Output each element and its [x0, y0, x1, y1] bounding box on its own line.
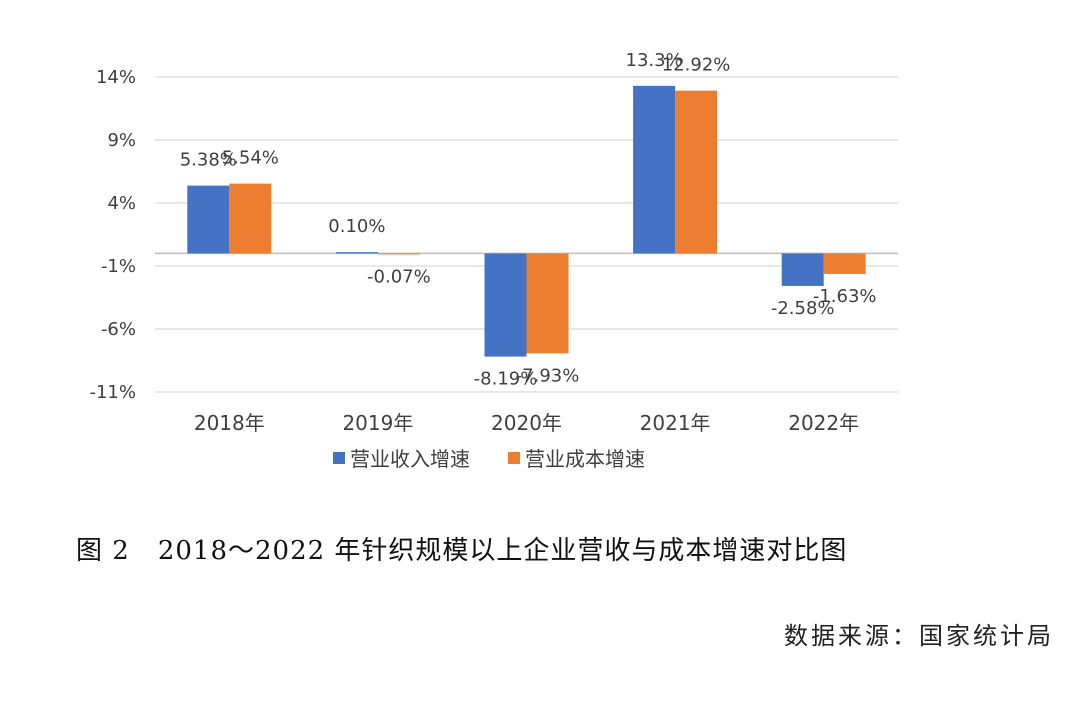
- bar-cost: [229, 183, 272, 254]
- data-label: -1.63%: [813, 286, 877, 307]
- x-tick-label: 2018年: [194, 411, 265, 435]
- bar-revenue: [781, 253, 824, 286]
- bar-revenue: [335, 252, 378, 254]
- bar-revenue: [633, 85, 676, 254]
- x-tick-label: 2022年: [788, 411, 859, 435]
- data-label: 13.3%: [626, 50, 683, 71]
- bar-revenue: [187, 185, 230, 254]
- y-tick-label: 14%: [96, 67, 136, 88]
- data-label: 5.38%: [180, 150, 237, 171]
- x-tick-label: 2020年: [491, 411, 562, 435]
- y-tick-label: 4%: [107, 193, 136, 214]
- y-tick-label: 9%: [107, 130, 136, 151]
- data-label: -8.19%: [474, 369, 538, 390]
- x-tick-label: 2019年: [342, 411, 413, 435]
- figure-title: 2018～2022 年针织规模以上企业营收与成本增速对比图: [157, 536, 848, 566]
- bar-cost: [526, 253, 569, 354]
- data-label: 12.92%: [662, 55, 731, 76]
- data-label: 5.54%: [222, 148, 279, 169]
- bar-cost: [823, 253, 866, 274]
- figure-caption: 图 2 2018～2022 年针织规模以上企业营收与成本增速对比图: [76, 530, 847, 567]
- bar-cost: [377, 253, 420, 255]
- data-source: 数据来源：国家统计局: [784, 622, 1054, 650]
- y-tick-label: -11%: [89, 382, 136, 403]
- data-label: -7.93%: [516, 365, 580, 386]
- data-label: 0.10%: [328, 216, 385, 237]
- legend-label: 营业收入增速: [350, 447, 470, 471]
- bar-chart: 14% 9% 4% -1% -6% -11% 2018年 5.38%5.54% 2019年 0.1…: [89, 50, 898, 471]
- y-tick-label: -1%: [101, 256, 136, 277]
- bar-cost: [675, 90, 718, 254]
- legend-label: 营业成本增速: [525, 447, 645, 471]
- data-label: -2.58%: [771, 298, 835, 319]
- data-label: -0.07%: [367, 266, 431, 287]
- legend-swatch: [508, 452, 520, 464]
- legend-swatch: [333, 452, 345, 464]
- x-tick-label: 2021年: [640, 411, 711, 435]
- bar-revenue: [484, 253, 527, 357]
- figure-number: 图 2: [76, 536, 130, 566]
- y-tick-label: -6%: [101, 319, 136, 340]
